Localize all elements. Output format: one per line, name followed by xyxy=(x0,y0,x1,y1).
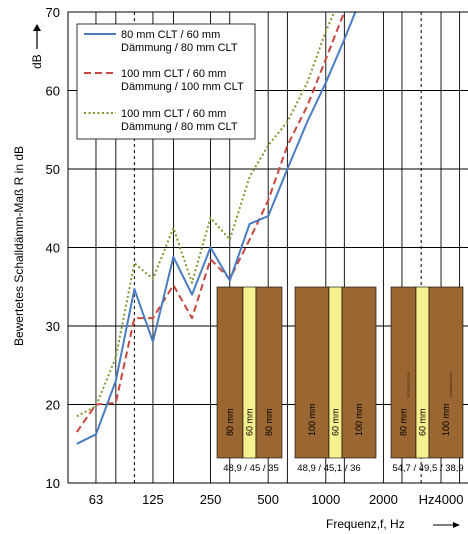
assembly-caption: 48,9 / 45,1 / 36 xyxy=(297,463,360,474)
assembly-layer xyxy=(341,286,377,459)
x-tick-label: Hz4000 xyxy=(419,492,464,507)
y-tick-label: 30 xyxy=(46,319,60,334)
plot-frame xyxy=(67,11,468,484)
layer-thickness-label: 80 mm xyxy=(264,408,274,436)
y-tick-label: 10 xyxy=(46,476,60,491)
y-axis-title: Bewertetes Schalldämm-Maß R in dB xyxy=(12,146,26,346)
layer-thickness-label: 60 mm xyxy=(418,408,428,436)
layer-thickness-label: 60 mm xyxy=(331,408,341,436)
assembly-layer xyxy=(428,286,464,459)
y-unit-label: dB xyxy=(30,54,44,69)
x-axis-title: Frequenz,f, Hz xyxy=(326,517,405,531)
y-tick-label: 60 xyxy=(46,84,60,99)
assembly-caption: 48,9 / 45 / 35 xyxy=(223,463,278,474)
legend-label: 80 mm CLT / 60 mm Dämmung / 80 mm CLT xyxy=(121,29,238,54)
y-tick-label: 40 xyxy=(46,241,60,256)
x-tick-label: 2000 xyxy=(369,492,398,507)
x-axis-arrow-head xyxy=(453,522,460,528)
layer-thickness-label: 80 mm xyxy=(225,408,235,436)
x-tick-label: 500 xyxy=(257,492,279,507)
layer-thickness-label: 80 mm xyxy=(399,408,409,436)
series-line xyxy=(75,12,346,433)
layer-thickness-label: 100 mm xyxy=(441,403,451,436)
y-tick-label: 70 xyxy=(46,5,60,20)
legend-label: 100 mm CLT / 60 mm Dämmung / 80 mm CLT xyxy=(121,108,238,133)
series-lines xyxy=(75,12,357,445)
x-tick-label: 1000 xyxy=(311,492,340,507)
layer-note: Schallabsorber xyxy=(406,371,411,398)
layer-thickness-label: 100 mm xyxy=(354,403,364,436)
legend-box xyxy=(76,23,256,140)
inset-assemblies: 80 mm 60 mm 80 mm 48,9 / 45 / 35 100 mm 60 mm… xyxy=(216,286,464,474)
x-tick-label: 125 xyxy=(142,492,164,507)
layer-note: Schallabsorber xyxy=(448,371,453,398)
tick-labels: 10 20 30 40 50 60 70 63 125 250 500 1000 2000 Hz4000 xyxy=(46,5,464,507)
layer-thickness-label: 100 mm xyxy=(307,403,317,436)
legend-label: 100 mm CLT / 60 mm Dämmung / 100 mm CLT xyxy=(121,68,244,93)
legend: 80 mm CLT / 60 mm Dämmung / 80 mm CLT 100 … xyxy=(76,23,256,140)
x-tick-label: 63 xyxy=(89,492,103,507)
assembly-caption: 54,7 / 49,5 / 38,9 xyxy=(392,463,463,474)
x-tick-label: 250 xyxy=(200,492,222,507)
y-axis-arrow-head xyxy=(33,24,41,31)
y-tick-label: 20 xyxy=(46,398,60,413)
series-line xyxy=(76,12,357,445)
assembly-layer xyxy=(294,286,330,459)
layer-thickness-label: 60 mm xyxy=(245,408,255,436)
assembly-layer xyxy=(390,286,417,459)
y-tick-label: 50 xyxy=(46,162,60,177)
assembly-layer xyxy=(216,286,244,459)
assembly-layer xyxy=(255,286,283,459)
